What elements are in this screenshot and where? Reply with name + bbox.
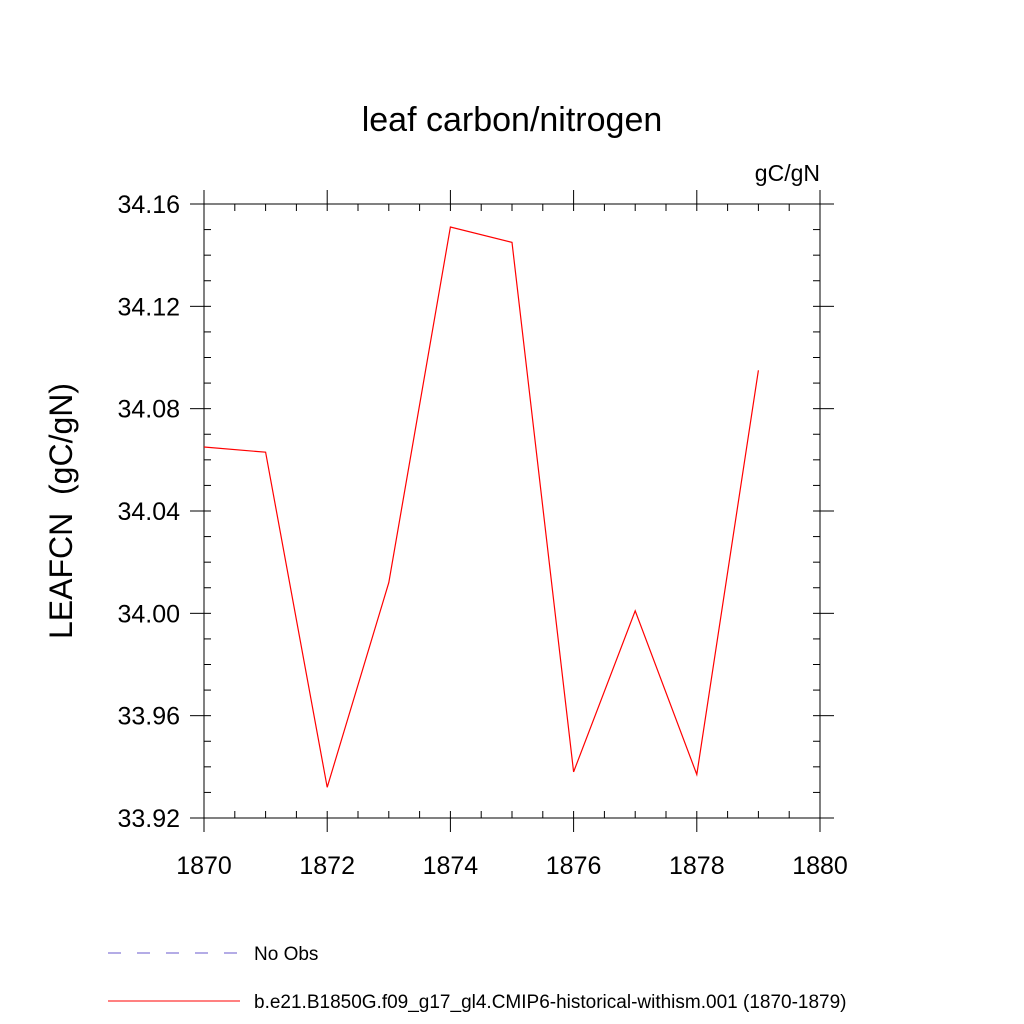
series-line [203, 226, 759, 788]
legend-label: b.e21.B1850G.f09_g17_gl4.CMIP6-historica… [254, 992, 847, 1013]
y-axis-label: LEAFCN (gC/gN) [43, 383, 79, 639]
legend: No Obs b.e21.B1850G.f09_g17_gl4.CMIP6-his… [108, 944, 847, 1013]
x-tick-label: 1870 [176, 852, 232, 880]
x-tick-label: 1880 [792, 852, 848, 880]
x-tick-label: 1872 [299, 852, 355, 880]
x-tick-label: 1878 [669, 852, 725, 880]
axes: 33.92 33.96 34.00 34.04 34.08 34.12 34.16 1870 1… [117, 190, 848, 880]
plot-series [203, 226, 759, 788]
y-tick-label: 34.08 [117, 396, 180, 424]
x-tick-label: 1874 [423, 852, 479, 880]
chart-title: leaf carbon/nitrogen [362, 101, 663, 139]
units-label: gC/gN [755, 160, 820, 186]
y-tick-label: 33.92 [117, 805, 180, 833]
legend-label: No Obs [254, 944, 318, 965]
plot-frame [203, 203, 821, 819]
y-tick-label: 33.96 [117, 703, 180, 731]
y-tick-label: 34.12 [117, 293, 180, 321]
x-tick-label: 1876 [546, 852, 602, 880]
y-tick-label: 34.04 [117, 498, 180, 526]
y-tick-label: 34.16 [117, 191, 180, 219]
y-tick-label: 34.00 [117, 600, 180, 628]
